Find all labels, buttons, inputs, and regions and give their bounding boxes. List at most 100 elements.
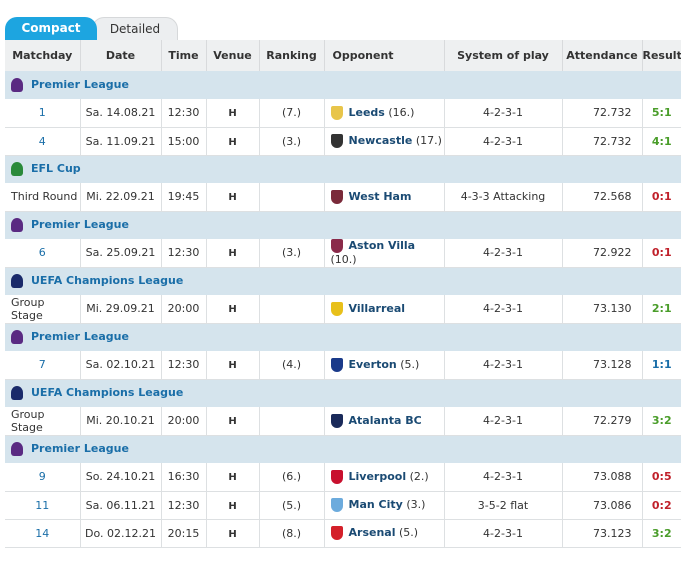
opponent-cell[interactable]: Villarreal [324, 295, 445, 324]
tab-detailed[interactable]: Detailed [92, 17, 178, 40]
competition-name[interactable]: Premier League [31, 330, 129, 344]
header-date[interactable]: Date [80, 40, 162, 71]
opponent-name[interactable]: Everton [348, 357, 397, 371]
table-row: 1 Sa. 14.08.21 12:30 H (7.) Leeds (16.) 4-2-3-… [5, 99, 681, 128]
opponent-cell[interactable]: Leeds (16.) [324, 99, 445, 128]
leeds-crest-icon [330, 105, 343, 120]
table-row: 4 Sa. 11.09.21 15:00 H (3.) Newcastle (17.) 4-… [5, 127, 681, 156]
attendance-cell: 72.922 [562, 239, 643, 268]
matchday-text: Group Stage [11, 407, 45, 434]
result-cell[interactable]: 1:1 [642, 351, 681, 380]
table-row: 14 Do. 02.12.21 20:15 H (8.) Arsenal (5.) 4-2-… [5, 519, 681, 548]
opponent-name[interactable]: Man City [348, 498, 403, 511]
competition-name[interactable]: Premier League [31, 442, 129, 456]
result-score[interactable]: 1:1 [651, 358, 672, 372]
competition-cell: UEFA Champions League [5, 379, 681, 407]
date-cell: Mi. 29.09.21 [80, 295, 162, 324]
header-matchday[interactable]: Matchday [5, 40, 81, 71]
header-ranking[interactable]: Ranking [259, 40, 325, 71]
system-cell: 4-2-3-1 [444, 351, 563, 380]
matchday-text[interactable]: 9 [38, 470, 46, 484]
matchday-cell[interactable]: 4 [5, 127, 81, 156]
premier-league-icon [11, 442, 23, 457]
result-score[interactable]: 0:1 [651, 246, 672, 260]
result-cell[interactable]: 4:1 [642, 127, 681, 156]
competition-name[interactable]: Premier League [31, 78, 129, 91]
competition-name[interactable]: UEFA Champions League [31, 274, 184, 288]
result-cell[interactable]: 0:1 [642, 239, 681, 268]
matchday-cell[interactable]: 14 [5, 519, 81, 548]
attendance-cell: 73.088 [562, 463, 643, 492]
date-text: Mi. 20.10.21 [86, 414, 155, 428]
premier-league-icon [11, 330, 23, 345]
competition-name[interactable]: EFL Cup [31, 162, 81, 176]
result-score[interactable]: 5:1 [651, 106, 672, 120]
result-score[interactable]: 4:1 [651, 134, 672, 148]
date-cell: Sa. 14.08.21 [80, 99, 162, 128]
result-score[interactable]: 0:5 [651, 470, 672, 484]
opponent-cell[interactable]: Atalanta BC [324, 407, 445, 436]
matchday-text[interactable]: 14 [35, 526, 50, 540]
venue-text: H [228, 136, 237, 148]
result-cell[interactable]: 0:5 [642, 463, 681, 492]
matchday-cell[interactable]: 9 [5, 463, 81, 492]
opponent-name[interactable]: Aston Villa [348, 239, 416, 253]
opponent-name[interactable]: West Ham [348, 189, 412, 203]
result-score[interactable]: 0:2 [651, 498, 672, 512]
tab-compact[interactable]: Compact [5, 17, 97, 40]
table-row: Group Stage Mi. 20.10.21 20:00 H Atalanta BC… [5, 407, 681, 436]
competition-name[interactable]: Premier League [31, 218, 129, 232]
champions-league-icon [11, 386, 23, 401]
header-attendance[interactable]: Attendance [562, 40, 643, 71]
result-score[interactable]: 3:2 [651, 414, 672, 428]
matchday-text[interactable]: 1 [38, 106, 46, 120]
header-system-of-play[interactable]: System of play [444, 40, 563, 71]
matchday-text[interactable]: 7 [38, 358, 46, 372]
matchday-cell[interactable]: 1 [5, 99, 81, 128]
time-text: 20:15 [167, 526, 200, 540]
header-opponent[interactable]: Opponent [324, 40, 445, 71]
opponent-cell[interactable]: West Ham [324, 183, 445, 212]
header-result[interactable]: Result [642, 40, 681, 71]
matchday-text[interactable]: 11 [35, 498, 50, 512]
competition-name[interactable]: UEFA Champions League [31, 386, 184, 400]
result-score[interactable]: 3:2 [651, 526, 672, 540]
result-cell[interactable]: 2:1 [642, 295, 681, 324]
result-cell[interactable]: 5:1 [642, 99, 681, 128]
opponent-name[interactable]: Villarreal [348, 301, 406, 315]
opponent-cell[interactable]: Newcastle (17.) [324, 127, 445, 156]
result-cell[interactable]: 3:2 [642, 519, 681, 548]
opponent-name[interactable]: Newcastle [348, 134, 413, 147]
matchday-cell[interactable]: 11 [5, 491, 81, 520]
opponent-name[interactable]: Atalanta BC [348, 413, 422, 427]
ranking-text: (8.) [281, 526, 302, 540]
competition-cell: Premier League [5, 323, 681, 351]
matchday-cell[interactable]: 7 [5, 351, 81, 380]
result-cell[interactable]: 3:2 [642, 407, 681, 436]
opponent-name[interactable]: Leeds [348, 105, 385, 119]
ranking-cell: (7.) [259, 99, 325, 128]
time-cell: 16:30 [161, 463, 207, 492]
matchday-text[interactable]: 4 [38, 134, 46, 148]
opponent-cell[interactable]: Man City (3.) [324, 491, 445, 520]
matchday-text[interactable]: 6 [38, 246, 46, 260]
attendance-cell: 72.279 [562, 407, 643, 436]
matchday-cell[interactable]: 6 [5, 239, 81, 268]
result-cell[interactable]: 0:2 [642, 491, 681, 520]
opponent-name[interactable]: Arsenal [348, 526, 396, 539]
opponent-cell[interactable]: Liverpool (2.) [324, 463, 445, 492]
opponent-cell[interactable]: Aston Villa (10.) [324, 239, 445, 268]
opponent-name[interactable]: Liverpool [348, 469, 407, 483]
result-score[interactable]: 2:1 [651, 302, 672, 316]
competition-cell: UEFA Champions League [5, 267, 681, 295]
result-cell[interactable]: 0:1 [642, 183, 681, 212]
opponent-cell[interactable]: Arsenal (5.) [324, 519, 445, 548]
header-time[interactable]: Time [161, 40, 207, 71]
time-cell: 20:00 [161, 407, 207, 436]
opponent-cell[interactable]: Everton (5.) [324, 351, 445, 380]
competition-row: UEFA Champions League [5, 379, 681, 407]
header-venue[interactable]: Venue [206, 40, 260, 71]
opponent-rank: (2.) [409, 469, 429, 483]
venue-cell: H [206, 99, 260, 128]
result-score[interactable]: 0:1 [651, 190, 672, 204]
